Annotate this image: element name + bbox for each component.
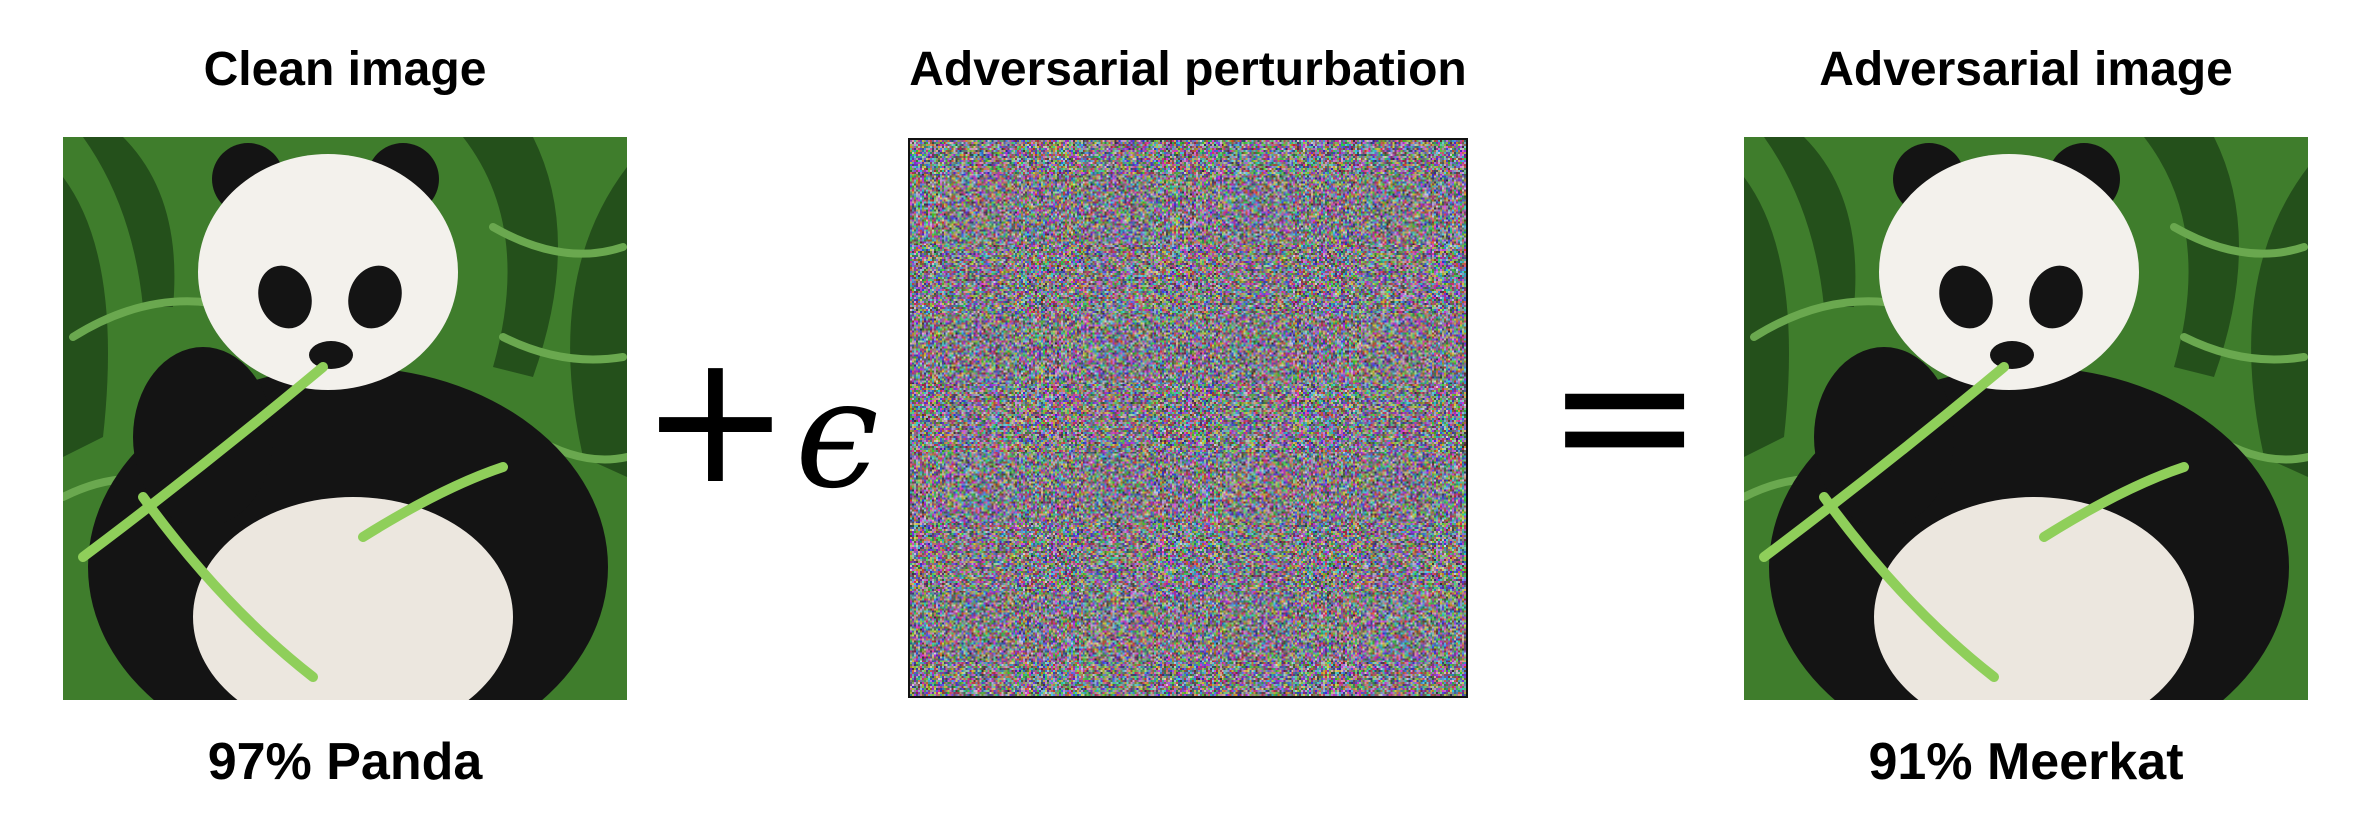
perturbation-title: Adversarial perturbation: [909, 43, 1467, 96]
adversarial-prediction-label: 91% Meerkat: [1868, 733, 2184, 791]
adversarial-panda-image: [1744, 137, 2308, 700]
noise-canvas: [910, 140, 1466, 696]
equals-operator: =: [1545, 304, 1705, 525]
clean-prediction-label: 97% Panda: [207, 733, 483, 791]
panda-illustration: [63, 137, 627, 700]
adversarial-image-title: Adversarial image: [1819, 43, 2233, 96]
clean-panda-image: [63, 137, 627, 700]
epsilon-symbol: ϵ: [795, 348, 880, 522]
perturbation-noise-image: [908, 138, 1468, 698]
clean-image-title: Clean image: [203, 43, 487, 96]
panda-illustration: [1744, 137, 2308, 700]
plus-operator: +: [640, 315, 791, 524]
